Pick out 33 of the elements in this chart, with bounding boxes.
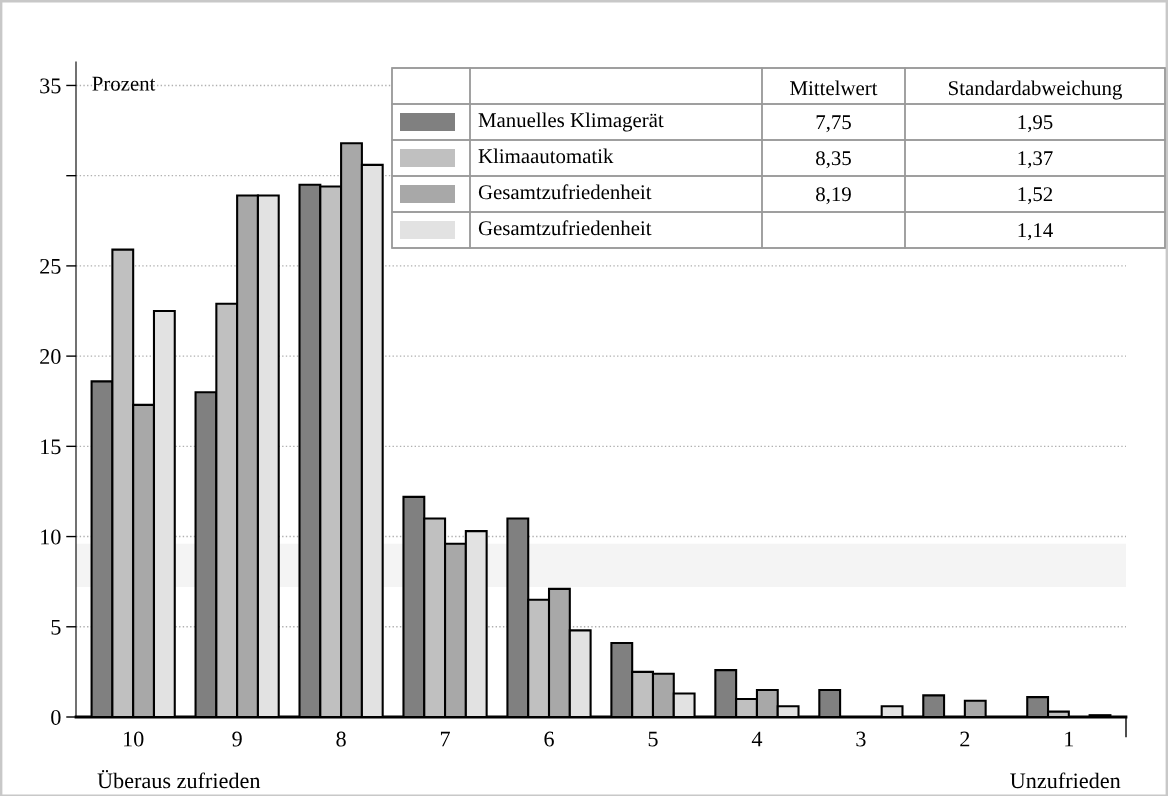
y-axis-title: Prozent	[92, 76, 156, 91]
y-tick-label: 35	[40, 78, 61, 94]
annotation: 1,37	[1018, 151, 1053, 169]
x-tick-label: 3	[856, 731, 866, 747]
y-tick-label: 20	[40, 349, 61, 365]
x-tick-label: 8	[336, 731, 346, 747]
text: Unzufrieden	[1010, 772, 1121, 789]
annotation: 1,95	[1018, 115, 1053, 133]
y-tick-label: 10	[41, 529, 61, 545]
y-tick-label: 0	[51, 709, 61, 725]
annotation: 8,19	[816, 187, 851, 205]
legend-label: Gesamtzufriedenheit	[478, 220, 652, 236]
x-tick-label: 9	[232, 731, 242, 747]
x-tick-label: 6	[544, 731, 554, 747]
x-tick-label: 5	[648, 731, 658, 747]
annotation: 8,35	[816, 151, 851, 169]
annotation: Mittelwert	[790, 80, 878, 96]
legend-label: Gesamtzufriedenheit	[478, 184, 652, 200]
legend-label: Klimaautomatik	[478, 148, 614, 164]
x-tick-label: 1	[1065, 731, 1074, 747]
x-tick-label: 10	[124, 731, 144, 747]
annotation: Standardabweichung	[949, 80, 1122, 100]
annotation: 7,75	[816, 115, 851, 133]
legend-label: Manuelles Klimagerät	[478, 112, 664, 132]
text: Überaus zufrieden	[97, 770, 261, 789]
x-tick-label: 7	[440, 731, 450, 747]
y-tick-label: 5	[51, 619, 61, 635]
annotation: 1,52	[1018, 187, 1053, 205]
x-tick-label: 4	[751, 731, 763, 747]
annotation: 1,14	[1018, 223, 1053, 241]
y-tick-label: 15	[41, 439, 61, 455]
y-tick-label: 25	[40, 258, 61, 274]
x-tick-label: 2	[960, 731, 970, 747]
